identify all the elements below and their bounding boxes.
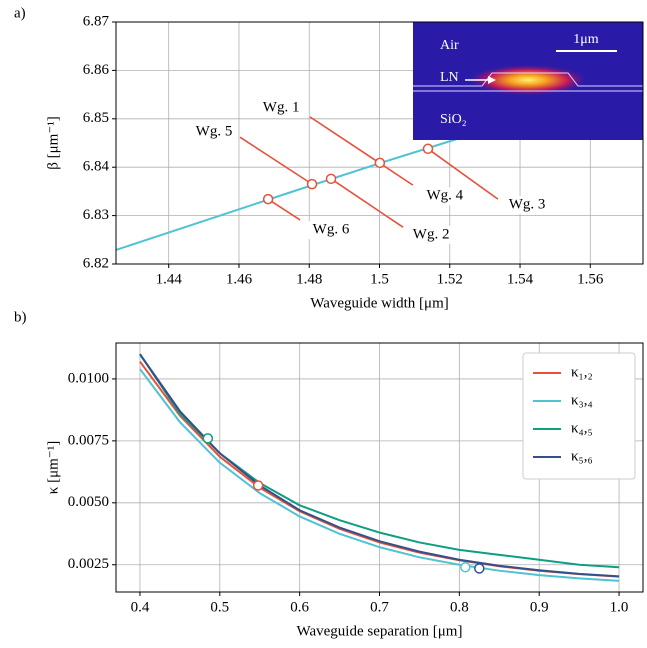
- x-tick-label: 0.5: [210, 599, 229, 615]
- x-tick-label: 1.54: [507, 271, 534, 287]
- x-tick-label: 0.7: [370, 599, 389, 615]
- series-line: [139, 368, 620, 582]
- y-tick-label: 0.0025: [68, 556, 109, 572]
- annotation-bg: [503, 195, 552, 214]
- y-tick-label: 6.86: [83, 62, 110, 78]
- segment-line: [427, 148, 499, 200]
- x-tick-label: 1.46: [226, 271, 253, 287]
- legend-label: κ₁,₂: [571, 364, 593, 380]
- segment-line: [267, 198, 301, 221]
- y-tick-label: 0.0075: [68, 432, 109, 448]
- annotation-bg: [407, 225, 456, 244]
- x-axis-label: Waveguide width [μm]: [310, 295, 448, 311]
- inset-label: SiO₂: [440, 112, 467, 127]
- y-tick-label: 6.83: [83, 207, 109, 223]
- x-tick-label: 1.48: [296, 271, 322, 287]
- inset-label: 1μm: [573, 32, 599, 47]
- marker: [202, 433, 214, 444]
- marker: [262, 193, 274, 205]
- y-tick-label: 6.85: [83, 110, 109, 126]
- marker: [460, 561, 471, 573]
- inset-label: LN: [440, 70, 459, 85]
- y-tick-label: 0.0100: [68, 370, 109, 386]
- x-tick-label: 1.0: [610, 599, 629, 615]
- x-tick-label: 0.9: [530, 599, 549, 615]
- segment-line: [309, 116, 414, 186]
- x-tick-label: 1.52: [437, 271, 463, 287]
- y-axis-label: κ [μm⁻¹]: [45, 441, 61, 494]
- annotation-bg: [307, 221, 356, 240]
- segment-line: [330, 178, 404, 228]
- y-tick-label: 6.84: [83, 159, 110, 175]
- annotation: Wg. 4: [427, 188, 464, 204]
- y-tick-label: 6.82: [83, 255, 109, 271]
- x-tick-label: 0.4: [131, 599, 150, 615]
- arrow-head: [488, 76, 496, 84]
- x-tick-label: 1.5: [370, 271, 389, 287]
- annotation: Wg. 6: [313, 222, 350, 238]
- legend-label: κ₅,₆: [571, 448, 593, 464]
- x-tick-label: 1.44: [156, 271, 183, 287]
- marker: [422, 143, 434, 155]
- legend-label: κ₄,₅: [571, 420, 593, 436]
- x-tick-label: 1.56: [577, 271, 604, 287]
- panel-label: b): [14, 309, 27, 325]
- plot-area: [139, 353, 620, 582]
- x-tick-label: 0.8: [450, 599, 469, 615]
- annotation-bg: [257, 99, 306, 118]
- legend-box: [522, 352, 636, 480]
- marker: [374, 157, 386, 169]
- marker: [325, 173, 337, 185]
- annotation-bg: [420, 187, 469, 206]
- inset-label: Air: [440, 38, 459, 53]
- annotation: Wg. 2: [413, 226, 450, 242]
- annotation: Wg. 5: [196, 123, 233, 139]
- x-axis-label: Waveguide separation [μm]: [297, 623, 463, 639]
- y-tick-label: 0.0050: [68, 494, 109, 510]
- axes-frame: [115, 21, 644, 265]
- waveguide-outline: [413, 72, 643, 92]
- mode-profile: [466, 64, 590, 96]
- annotation-bg: [190, 122, 239, 141]
- marker: [306, 178, 318, 190]
- marker: [474, 563, 485, 574]
- y-tick-label: 6.87: [83, 13, 110, 29]
- axes-frame: [115, 342, 644, 593]
- panel-label: a): [14, 5, 26, 21]
- marker: [252, 480, 264, 491]
- annotation: Wg. 3: [509, 196, 546, 212]
- annotation: Wg. 1: [263, 100, 300, 116]
- y-axis-label: β [μm⁻¹]: [45, 116, 61, 170]
- segment-line: [239, 136, 313, 185]
- legend-label: κ₃,₄: [571, 392, 593, 408]
- x-tick-label: 0.6: [290, 599, 309, 615]
- series-line: [139, 353, 620, 578]
